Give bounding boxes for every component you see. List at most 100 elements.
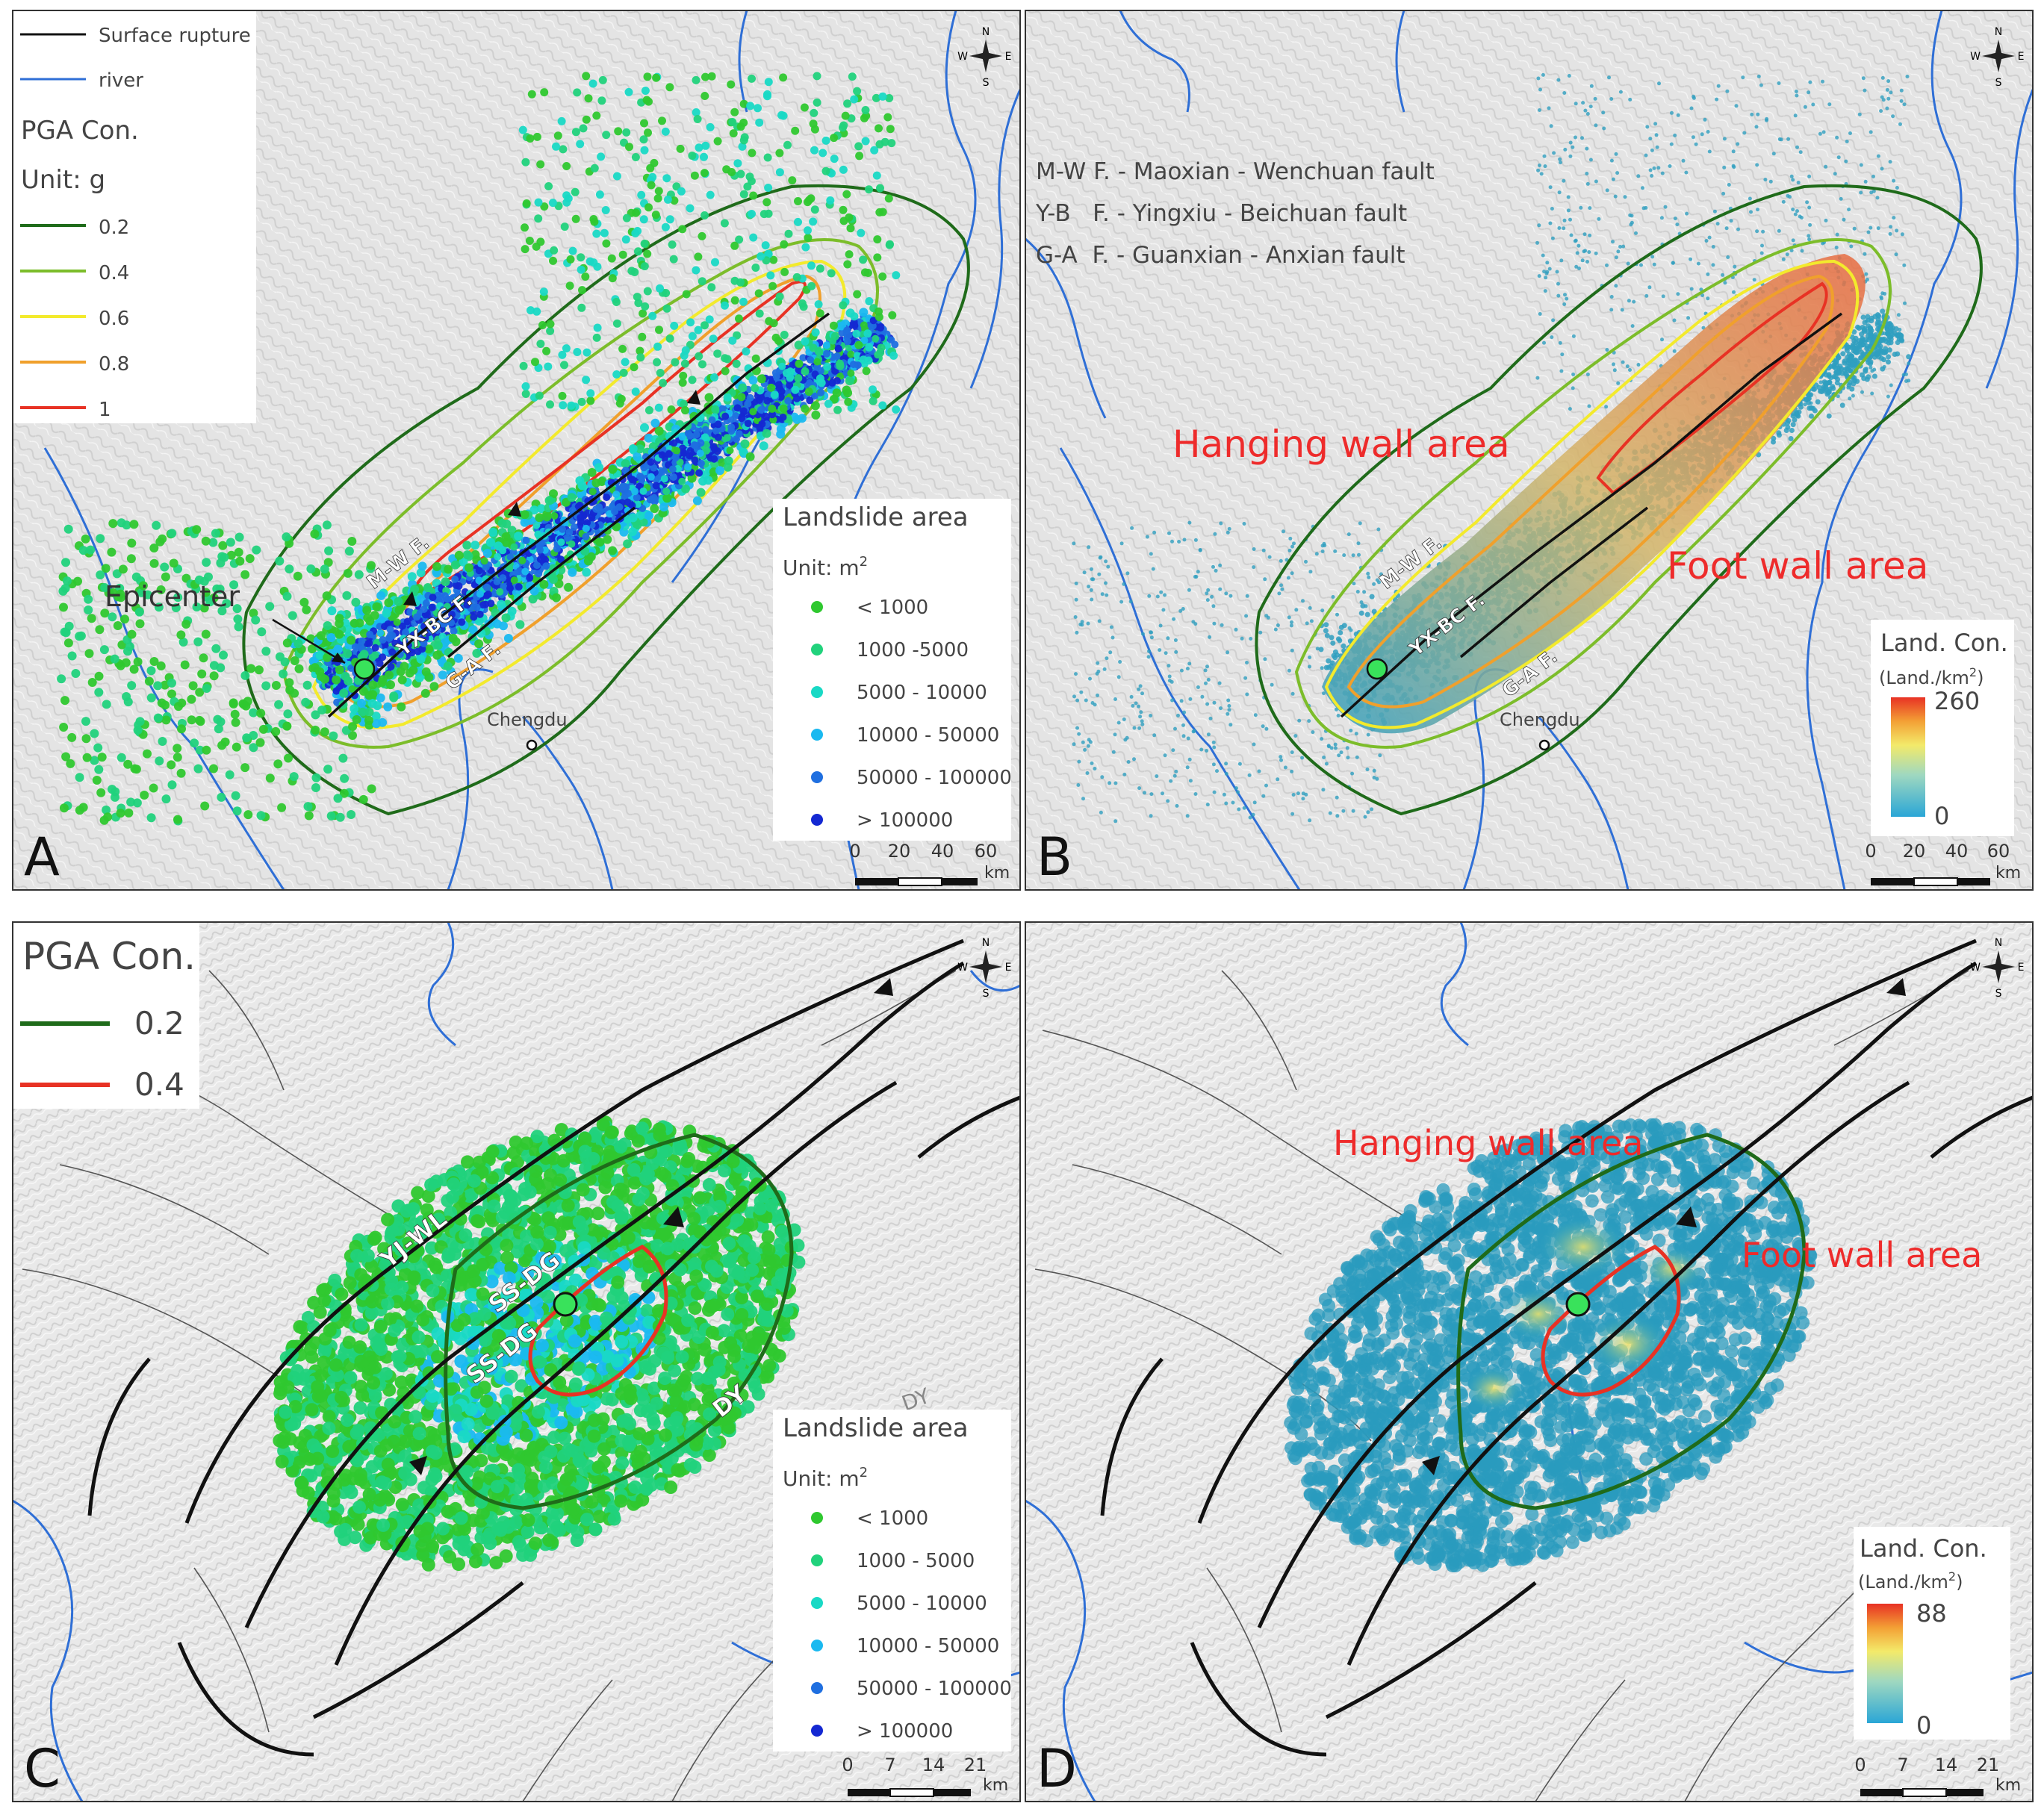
landslide-point [818,149,827,158]
landslide-point [679,371,688,380]
landslide-point [688,152,697,160]
landslide-point [704,393,714,402]
landslide-point [755,309,764,318]
landslide-point [81,534,90,544]
landslide-point [698,360,706,369]
landslide-point [877,324,884,332]
landslide-point [532,521,541,529]
landslide-point [801,404,810,413]
landslide-point [326,811,336,821]
landslide-point [233,614,243,624]
landslide-point [352,714,361,724]
landslide-point [176,630,186,640]
landslide-point [535,513,544,523]
landslide-point [304,811,314,821]
landslide-point [552,593,561,603]
landslide-point [202,745,211,755]
landslide-point [379,653,387,661]
landslide-point [631,153,640,161]
landslide-point [335,629,344,639]
landslide-point [860,336,869,344]
landslide-point [850,312,859,321]
landslide-point [94,671,104,681]
landslide-point [671,358,680,367]
landslide-point [633,494,641,502]
landslide-point [721,354,730,363]
landslide-point [810,146,818,155]
landslide-point [528,594,538,604]
landslide-point [271,726,281,736]
landslide-point [757,406,765,414]
landslide-point [633,293,642,302]
landslide-point [294,664,304,673]
landslide-point [653,358,662,367]
landslide-point [177,724,186,734]
landslide-point [662,304,671,313]
landslide-point [536,546,544,554]
landslide-point [408,649,416,657]
landslide-point [577,265,585,274]
landslide-point [537,504,546,514]
landslide-point [872,171,881,180]
landslide-point [323,765,333,774]
landslide-point [592,505,600,513]
landslide-point [804,226,812,235]
landslide-point [811,410,821,420]
landslide-point [320,727,329,737]
landslide-point [522,199,531,208]
landslide-point [698,277,706,286]
landslide-point [557,116,566,125]
landslide-point [578,286,586,295]
landslide-point [857,228,866,237]
landslide-point [201,588,211,597]
landslide-point [174,702,183,712]
landslide-point [532,242,541,251]
landslide-point [180,660,190,670]
compass-e: E [1005,51,1012,63]
landslide-point [813,98,821,107]
landslide-point [801,367,810,376]
landslide-point [735,235,744,244]
landslide-point [668,465,677,473]
landslide-point [678,225,687,234]
landslide-point [764,209,773,218]
landslide-point [474,639,484,649]
landslide-point [732,359,741,368]
landslide-point [383,702,393,712]
landslide-point [526,306,535,315]
landslide-point [376,659,384,667]
landslide-point [357,698,367,708]
landslide-point [232,604,242,614]
landslide-point [853,290,862,299]
landslide-point [681,346,690,355]
landslide-point [855,152,864,161]
landslide-point [865,343,874,352]
scale-bar: 0 20 40 60 km [849,841,1010,886]
landslide-point [1906,354,1912,360]
landslide-point [99,815,109,825]
landslide-point [751,384,759,393]
landslide-point [875,313,883,322]
landslide-point [658,116,666,125]
landslide-point [311,773,321,782]
landslide-point [282,532,291,542]
landslide-point [465,563,473,573]
landslide-point [343,568,352,578]
landslide-point [559,145,568,154]
landslide-point [587,467,597,477]
landslide-point [779,73,788,82]
landslide-point [398,622,406,630]
landslide-point [670,196,679,205]
landslide-point [429,682,439,691]
landslide-point [643,72,652,81]
landslide-point [116,809,125,818]
landslide-point [1341,643,1346,649]
landslide-point [601,206,610,214]
landslide-point [140,791,149,800]
scale-tick-0: 0 [849,841,860,862]
landslide-point [384,598,394,608]
landslide-point [146,693,156,703]
landslide-point [707,72,716,81]
landslide-point [354,570,364,579]
landslide-point [536,555,544,564]
